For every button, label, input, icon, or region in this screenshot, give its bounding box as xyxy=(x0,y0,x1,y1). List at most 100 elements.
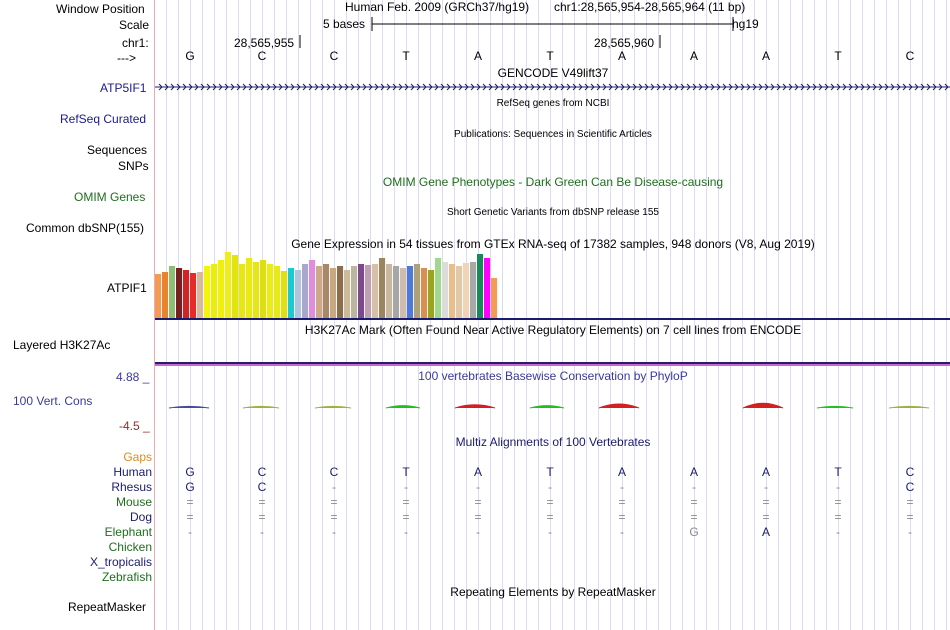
strand-arrow-label[interactable]: ---> xyxy=(117,51,136,65)
grid-line xyxy=(874,0,875,630)
strand-arrow-icon xyxy=(554,83,559,91)
species-label-mouse[interactable]: Mouse xyxy=(115,495,152,509)
conservation-peak xyxy=(742,402,784,409)
species-label-human[interactable]: Human xyxy=(113,465,152,479)
grid-line xyxy=(718,0,719,630)
gtex-tissue-bar xyxy=(260,260,267,318)
alignment-base: = xyxy=(906,495,914,509)
strand-arrow-icon xyxy=(188,83,193,91)
species-label-x_tropicalis[interactable]: X_tropicalis xyxy=(89,555,152,569)
ruler-tick-1: 28,565,955 xyxy=(234,36,295,50)
alignment-base: - xyxy=(692,480,696,494)
refseq-track-label[interactable]: RefSeq Curated xyxy=(60,112,147,126)
gtex-bar-chart[interactable] xyxy=(155,0,950,630)
gtex-tissue-bar xyxy=(372,264,379,318)
multiz-track-title: Multiz Alignments of 100 Vertebrates xyxy=(455,435,651,449)
strand-arrow-icon xyxy=(902,83,907,91)
alignment-base: - xyxy=(836,525,840,539)
gtex-tissue-bar xyxy=(393,266,400,318)
grid-line xyxy=(238,0,239,630)
strand-arrow-icon xyxy=(842,83,847,91)
h3k27ac-signal[interactable] xyxy=(155,0,950,630)
grid-line xyxy=(802,0,803,630)
gtex-tissue-bar xyxy=(302,264,309,318)
alignment-base: = xyxy=(618,510,626,524)
grid-line xyxy=(790,0,791,630)
sequences-track-label[interactable]: Sequences xyxy=(87,143,148,157)
strand-arrow-icon xyxy=(194,83,199,91)
strand-arrow-icon xyxy=(800,83,805,91)
strand-arrow-icon xyxy=(512,83,517,91)
strand-arrow-icon xyxy=(668,83,673,91)
grid-line xyxy=(898,0,899,630)
strand-arrow-icon xyxy=(752,83,757,91)
alignment-base: - xyxy=(404,480,408,494)
grid-line xyxy=(610,0,611,630)
strand-arrow-icon xyxy=(290,83,295,91)
strand-arrow-icon xyxy=(938,83,943,91)
omim-track-label[interactable]: OMIM Genes xyxy=(74,190,146,204)
grid-line xyxy=(826,0,827,630)
strand-arrow-icon xyxy=(632,83,637,91)
strand-arrow-icon xyxy=(848,83,853,91)
h3k27ac-track-label[interactable]: Layered H3K27Ac xyxy=(13,338,111,352)
reference-base: C xyxy=(329,49,339,63)
strand-arrow-icon xyxy=(302,83,307,91)
gtex-tissue-bar xyxy=(267,264,274,318)
conservation-peak xyxy=(816,405,854,409)
gtex-track-label[interactable]: ATPIF1 xyxy=(107,281,147,295)
snps-track-label[interactable]: SNPs xyxy=(118,159,149,173)
gencode-gene-model[interactable] xyxy=(155,0,950,100)
track-image-area[interactable]: Human Feb. 2009 (GRCh37/hg19) chr1:28,56… xyxy=(155,0,950,630)
strand-arrow-icon xyxy=(920,83,925,91)
alignment-base: - xyxy=(764,480,768,494)
strand-arrow-icon xyxy=(644,83,649,91)
cons-track-label[interactable]: 100 Vert. Cons xyxy=(13,394,93,408)
gtex-tissue-bar xyxy=(470,262,477,318)
strand-arrow-icon xyxy=(386,83,391,91)
strand-arrow-icon xyxy=(824,83,829,91)
gencode-track-title: GENCODE V49lift37 xyxy=(497,66,609,80)
strand-arrow-icon xyxy=(482,83,487,91)
grid-line xyxy=(634,0,635,630)
gtex-tissue-bar xyxy=(288,268,295,318)
alignment-base: A xyxy=(761,525,771,539)
alignment-base: = xyxy=(834,495,842,509)
species-label-rhesus[interactable]: Rhesus xyxy=(111,480,152,494)
species-label-dog[interactable]: Dog xyxy=(129,510,152,524)
scale-bases-text: 5 bases xyxy=(323,17,366,31)
strand-arrow-icon xyxy=(680,83,685,91)
strand-arrow-icon xyxy=(434,83,439,91)
dbsnp-track-title: Short Genetic Variants from dbSNP releas… xyxy=(447,207,659,218)
gtex-tissue-bar xyxy=(358,264,365,318)
strand-arrow-icon xyxy=(830,83,835,91)
strand-arrow-icon xyxy=(788,83,793,91)
alignment-base: C xyxy=(329,465,339,479)
strand-arrow-icon xyxy=(356,83,361,91)
alignment-base: A xyxy=(689,465,699,479)
reference-base: A xyxy=(617,49,627,63)
species-label-zebrafish[interactable]: Zebrafish xyxy=(101,570,152,584)
conservation-wiggle[interactable] xyxy=(155,0,950,630)
strand-arrow-icon xyxy=(236,83,241,91)
strand-arrow-icon xyxy=(836,83,841,91)
species-label-gaps[interactable]: Gaps xyxy=(123,450,152,464)
gtex-tissue-bar xyxy=(309,260,316,318)
scale-bar xyxy=(299,17,734,48)
grid-line xyxy=(538,0,539,630)
alignment-base: - xyxy=(548,480,552,494)
gtex-tissue-bar xyxy=(218,260,225,318)
gencode-track-label[interactable]: ATP5IF1 xyxy=(100,81,147,95)
strand-arrow-icon xyxy=(698,83,703,91)
species-label-elephant[interactable]: Elephant xyxy=(104,525,152,539)
gtex-tissue-bar xyxy=(323,264,330,318)
alignment-base: = xyxy=(474,510,482,524)
species-label-chicken[interactable]: Chicken xyxy=(108,540,152,554)
repeatmasker-track-label[interactable]: RepeatMasker xyxy=(68,600,147,614)
strand-arrow-icon xyxy=(608,83,613,91)
strand-arrow-icon xyxy=(218,83,223,91)
dbsnp-track-label[interactable]: Common dbSNP(155) xyxy=(26,221,145,235)
alignment-base: - xyxy=(620,525,624,539)
strand-arrow-icon xyxy=(158,83,163,91)
